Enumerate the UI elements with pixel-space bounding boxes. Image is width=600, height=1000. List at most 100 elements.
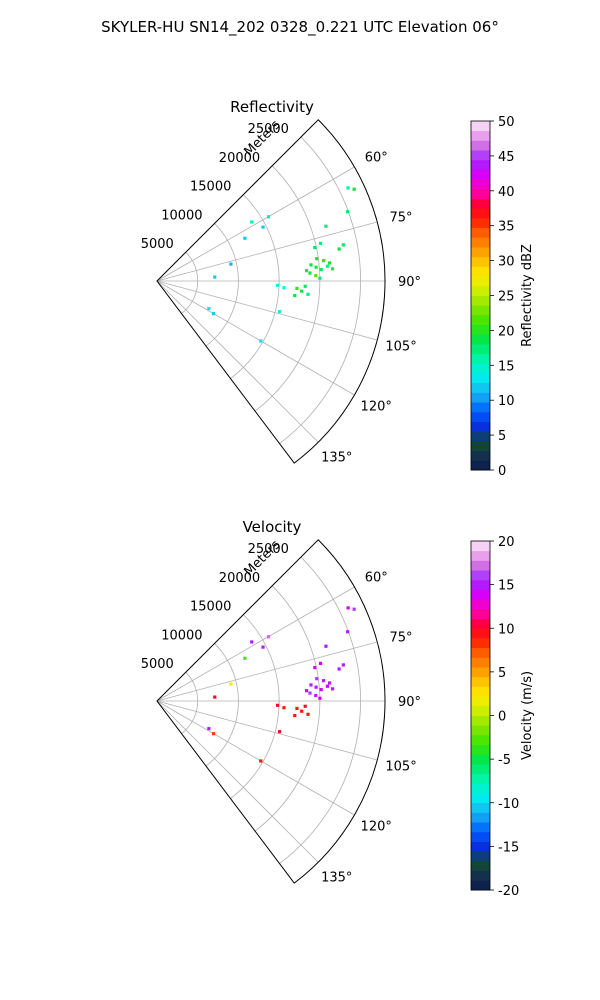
colorbar-segment (471, 305, 490, 316)
colorbar-tick-label: 50 (498, 115, 515, 130)
colorbar-segment (471, 295, 490, 306)
colorbar-tick-label: 35 (498, 220, 515, 235)
range-ring (254, 165, 321, 412)
radar-gate (313, 665, 317, 670)
colorbar-segment (471, 285, 490, 296)
colorbar-segment (471, 217, 490, 229)
colorbar-segment (471, 637, 490, 649)
azimuth-spoke (156, 280, 355, 396)
colorbar-segment (471, 589, 490, 600)
colorbar-segment (471, 140, 490, 151)
colorbar-label: Velocity (m/s) (520, 671, 535, 760)
range-ring (230, 194, 280, 379)
radar-gate (250, 220, 254, 224)
colorbar-segment (471, 773, 490, 784)
colorbar: -20 -15 -10 -5 0 5 10 15 20 Velocity (m/s) (470, 535, 535, 899)
range-ring (181, 251, 199, 314)
radar-gate (295, 706, 299, 711)
azimuth-spoke (156, 221, 378, 282)
colorbar-tick-label: 5 (498, 666, 506, 681)
colorbar-segment (471, 550, 490, 561)
range-ring (230, 614, 280, 799)
colorbar-segment (471, 150, 490, 161)
colorbar-segment (471, 783, 490, 794)
radar-gate (213, 275, 217, 279)
radar-gate (330, 687, 335, 691)
sector-outline (156, 539, 386, 884)
radar-gate (341, 243, 345, 247)
colorbar-label: Reflectivity dBZ (520, 244, 535, 347)
colorbar-segment (471, 450, 490, 461)
colorbar-segment (471, 725, 490, 736)
radial-tick-label: 15000 (190, 600, 231, 615)
radar-gate (352, 187, 356, 191)
colorbar-segment (471, 618, 490, 629)
colorbar-segment (471, 880, 490, 891)
radar-gate (275, 283, 280, 287)
colorbar-segment (471, 667, 490, 678)
radial-tick-label: 10000 (161, 628, 202, 643)
azimuth-spoke (156, 280, 378, 341)
radar-gate (346, 630, 350, 634)
chart-title: Reflectivity (230, 98, 314, 116)
radar-gate (293, 293, 297, 298)
azimuth-tick-label: 60° (365, 151, 388, 166)
radar-gate (207, 727, 211, 731)
suptitle: SKYLER-HU SN14_202 0328_0.221 UTC Elevat… (101, 18, 499, 37)
radar-gate (324, 224, 328, 228)
range-ring (205, 643, 239, 767)
colorbar-segment (471, 647, 490, 658)
radar-gate (266, 635, 271, 639)
radial-tick-label: 20000 (219, 151, 260, 166)
radar-gate (308, 691, 312, 695)
colorbar-segment (471, 121, 490, 132)
colorbar-segment (471, 460, 490, 471)
azimuth-spoke (156, 641, 378, 702)
azimuth-tick-label: 90° (398, 695, 421, 710)
radar-gate (259, 759, 263, 763)
colorbar-segment (471, 392, 490, 403)
radar-gate (346, 210, 350, 214)
colorbar-segment (471, 198, 490, 209)
azimuth-tick-label: 120° (361, 819, 392, 834)
radar-gate (282, 706, 286, 710)
radar-gate (266, 215, 271, 219)
radar-gate (341, 663, 345, 667)
radar-gate (277, 730, 282, 734)
colorbar-tick-label: 0 (498, 710, 506, 725)
radar-gate (295, 286, 299, 291)
range-ring (181, 671, 199, 734)
colorbar-tick-label: 40 (498, 185, 515, 200)
reflectivity-panel: Reflectivity500010000150002000025000Mete… (141, 98, 535, 479)
radar-gate (327, 261, 332, 265)
radar-gate (250, 640, 254, 644)
radar-gate (261, 645, 265, 649)
radar-gate (300, 289, 304, 293)
radar-gate (309, 263, 313, 267)
radar-gate (275, 703, 280, 707)
colorbar-segment (471, 628, 490, 639)
colorbar-segment (471, 188, 490, 199)
azimuth-tick-label: 120° (361, 399, 392, 414)
colorbar-segment (471, 676, 490, 687)
colorbar-segment (471, 831, 490, 842)
colorbar-segment (471, 266, 490, 277)
colorbar-tick-label: 20 (498, 535, 515, 550)
colorbar: 0 5 10 15 20 25 30 35 40 45 50 Reflectivity dBZ (470, 115, 535, 479)
azimuth-tick-label: 75° (390, 211, 413, 226)
range-ring (254, 585, 321, 832)
colorbar-tick-label: 5 (498, 429, 506, 444)
radar-gate (314, 273, 318, 278)
radial-tick-label: 5000 (141, 657, 174, 672)
colorbar-segment (471, 696, 490, 707)
radar-gate (277, 310, 282, 314)
colorbar-segment (471, 793, 490, 804)
azimuth-spoke (156, 700, 378, 761)
colorbar-segment (471, 373, 490, 384)
radar-gate (346, 606, 350, 610)
azimuth-tick-label: 60° (365, 571, 388, 586)
colorbar-segment (471, 812, 490, 823)
colorbar-segment (471, 227, 490, 238)
